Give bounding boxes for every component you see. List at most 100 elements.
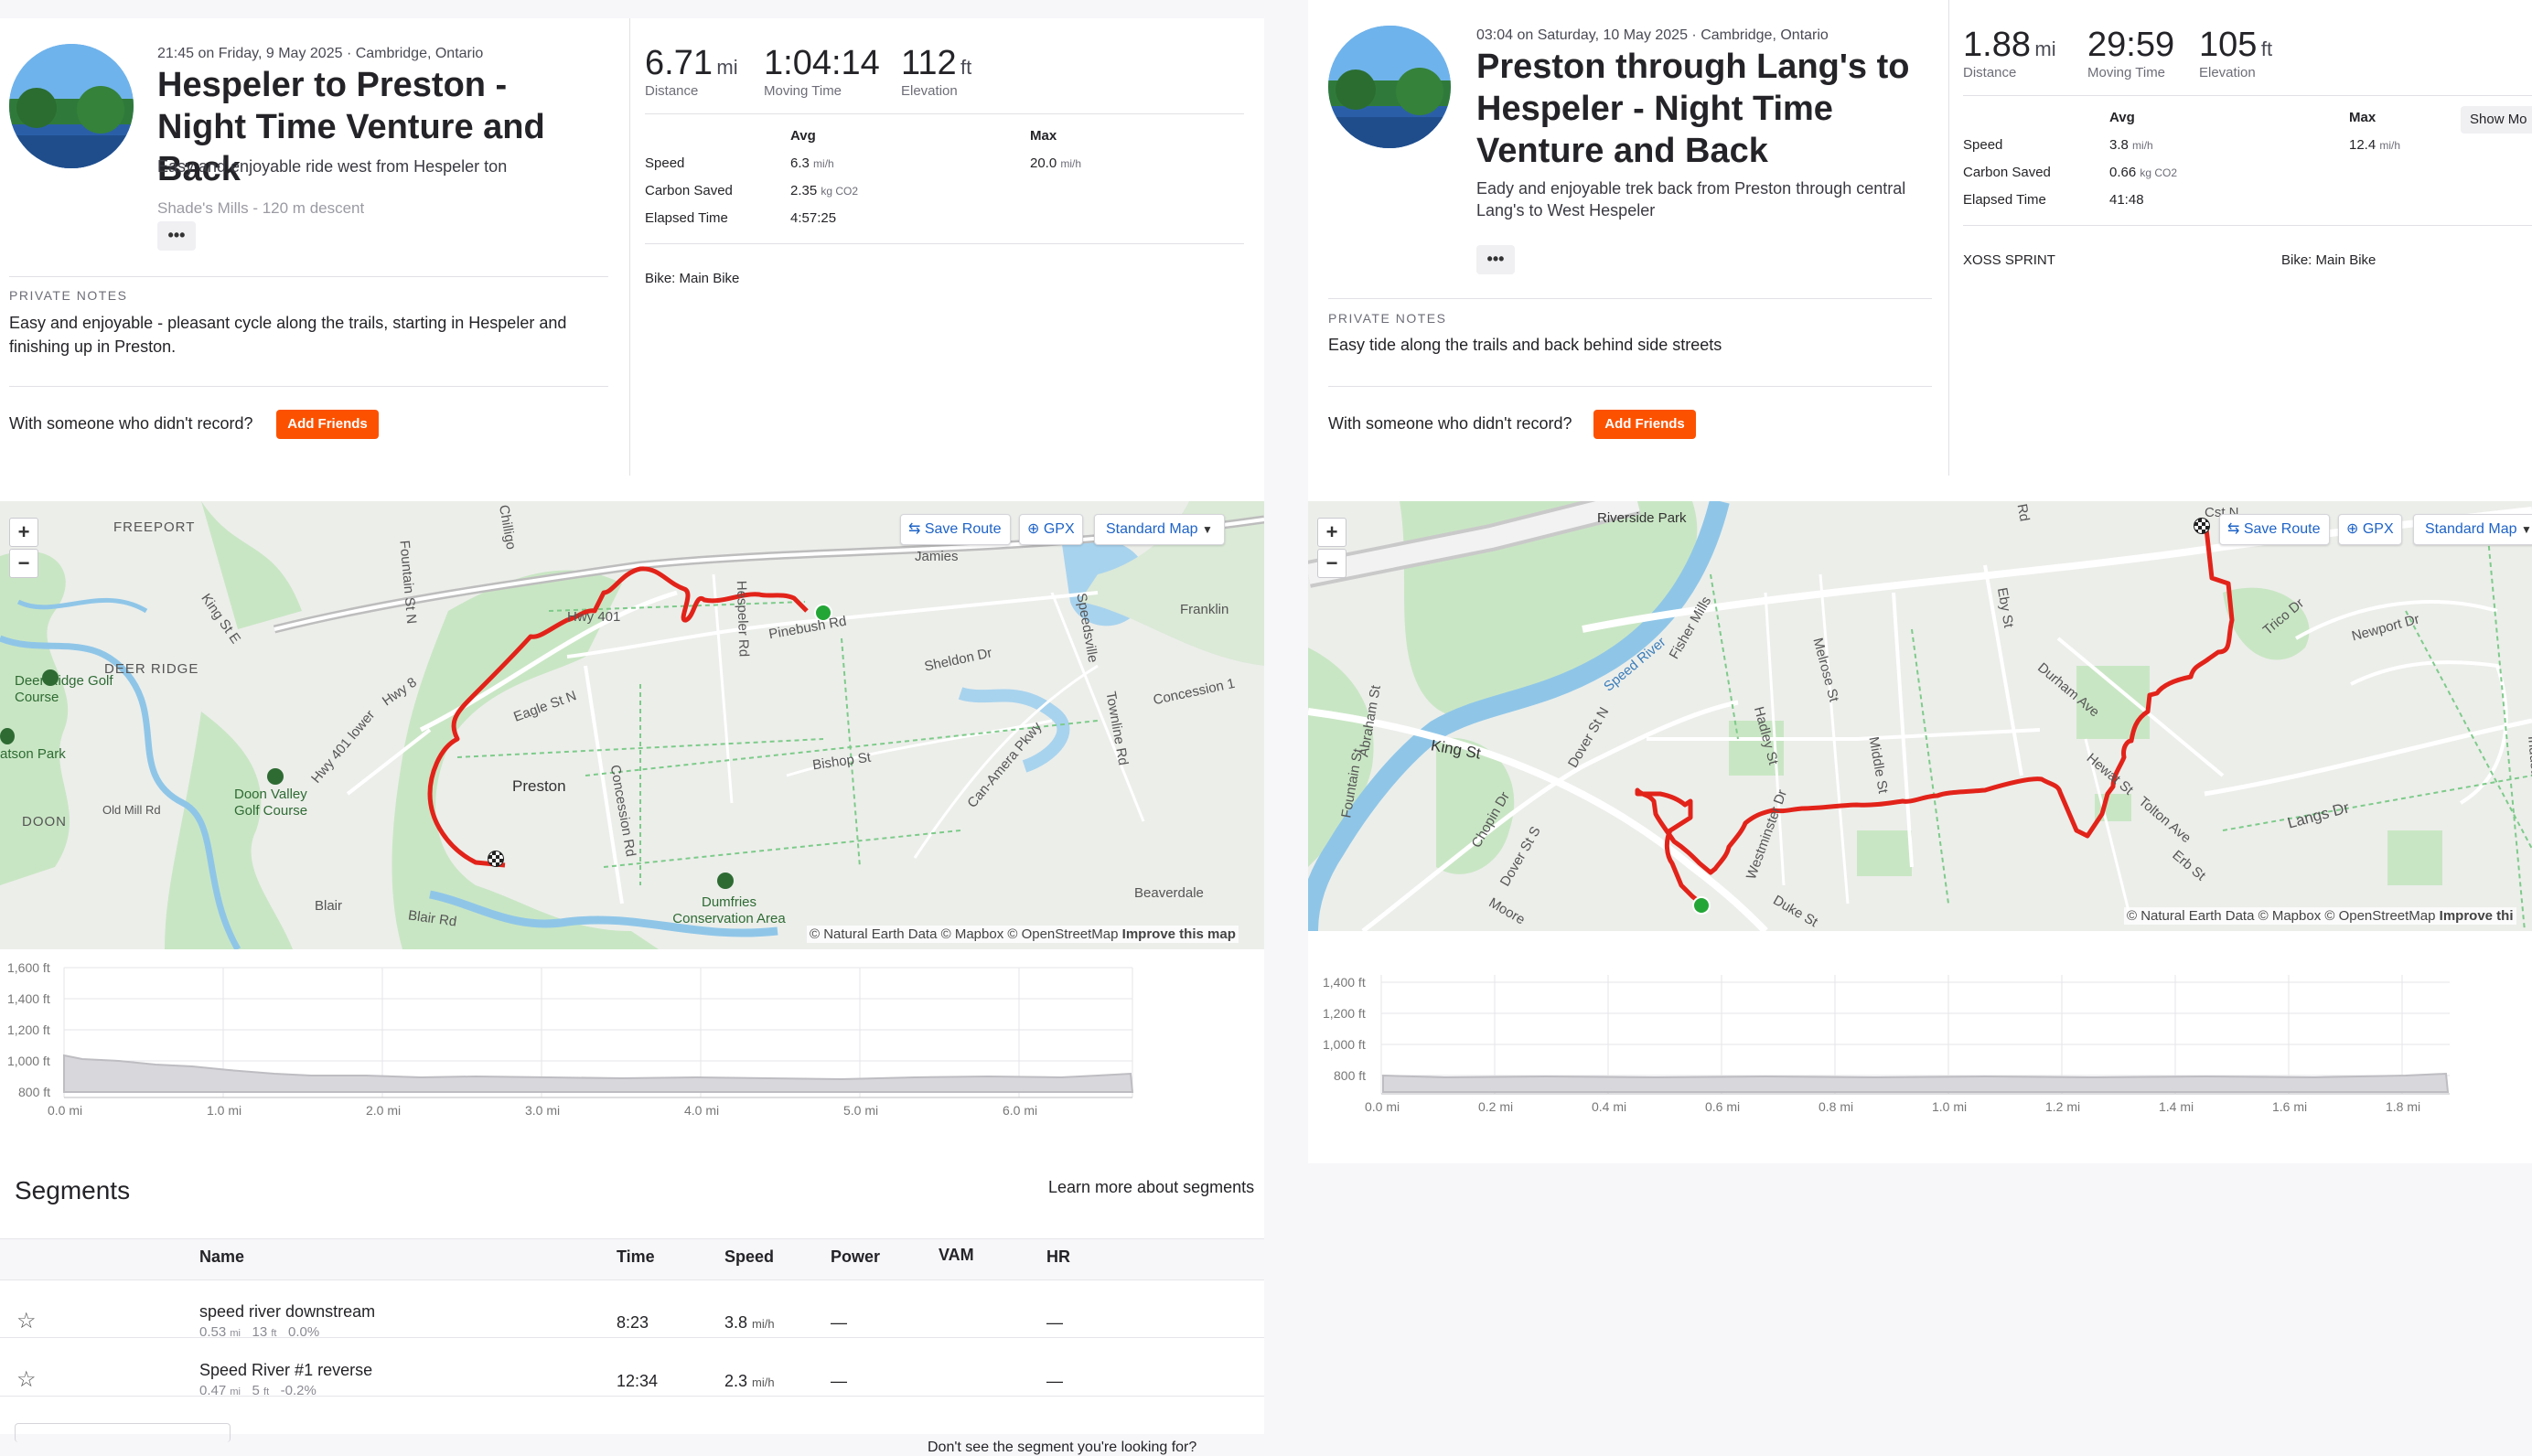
segment-search-box[interactable]: [15, 1423, 231, 1442]
right-private-notes-label: PRIVATE NOTES: [1328, 311, 1447, 326]
avg-header: Avg: [790, 128, 816, 144]
map-background: [0, 501, 1264, 949]
col-hr[interactable]: HR: [1046, 1247, 1070, 1266]
grade: 0.0%: [288, 1324, 320, 1340]
zoom-out-button[interactable]: −: [9, 549, 38, 578]
map-style-label: Standard Map: [2425, 521, 2517, 537]
left-activity-description: Easy and enjoyable ride west from Hespel…: [157, 157, 508, 176]
right-elevation-chart[interactable]: 1,400 ft 1,200 ft 1,000 ft 800 ft 0.0 mi…: [1308, 969, 2532, 1152]
right-add-friends-button[interactable]: Add Friends: [1593, 410, 1696, 439]
right-with-someone-text: With someone who didn't record?: [1328, 414, 1572, 433]
map-label: Doon Valley Golf Course: [234, 787, 308, 819]
value: 2.35: [790, 183, 818, 198]
gpx-label: GPX: [1043, 521, 1075, 537]
map-style-dropdown[interactable]: Standard Map ▼: [1094, 514, 1225, 545]
left-activity-meta: 21:45 on Friday, 9 May 2025 · Cambridge,…: [157, 46, 484, 61]
elevation-profile: [63, 967, 1134, 1098]
left-add-friends-button[interactable]: Add Friends: [276, 410, 379, 439]
unit: mi/h: [813, 157, 834, 170]
dist: 0.53: [199, 1324, 227, 1340]
map-label: Hwy 401: [567, 609, 621, 625]
zoom-in-button[interactable]: +: [1317, 518, 1346, 547]
right-route-map[interactable]: Riverside Park Speed River King St Abrah…: [1308, 501, 2532, 931]
left-stat-distance: 6.71 mi Distance: [645, 44, 738, 99]
segment-power: —: [831, 1313, 847, 1332]
finish-flag-icon: [488, 851, 504, 867]
improve-map-link[interactable]: Improve this map: [1121, 926, 1236, 942]
table-row[interactable]: [0, 1337, 1264, 1397]
col-speed[interactable]: Speed: [724, 1247, 775, 1266]
divider: [645, 243, 1244, 244]
save-route-button[interactable]: ⇆ Save Route: [900, 514, 1012, 545]
star-icon[interactable]: ☆: [16, 1367, 37, 1392]
finish-flag-icon: [2194, 518, 2210, 534]
gpx-button[interactable]: ⊕ GPX: [1019, 514, 1083, 545]
zoom-out-button[interactable]: −: [1317, 549, 1346, 578]
value: 12.4: [2349, 137, 2376, 153]
save-route-label: Save Route: [924, 521, 1002, 537]
table-row[interactable]: [0, 1279, 1264, 1338]
left-header-card: 21:45 on Friday, 9 May 2025 · Cambridge,…: [0, 18, 1264, 476]
x-tick: 0.4 mi: [1592, 1099, 1627, 1114]
right-header-card: 03:04 on Saturday, 10 May 2025 · Cambrid…: [1308, 0, 2532, 476]
y-tick: 800 ft: [1334, 1068, 1367, 1083]
park-pin-icon: [267, 768, 284, 785]
left-elevation-chart[interactable]: 1,600 ft 1,400 ft 1,200 ft 1,000 ft 800 …: [0, 960, 1264, 1143]
park-pin-icon: [42, 669, 59, 686]
segment-power: —: [831, 1372, 847, 1390]
value: 0.66: [2109, 165, 2137, 180]
col-time[interactable]: Time: [617, 1247, 655, 1266]
col-power[interactable]: Power: [831, 1247, 881, 1266]
chevron-down-icon: ▼: [1201, 523, 1213, 536]
x-tick: 0.8 mi: [1819, 1099, 1854, 1114]
show-more-button[interactable]: Show Mo: [2461, 106, 2532, 134]
right-more-button[interactable]: •••: [1476, 245, 1515, 274]
elapsed-avg: 4:57:25: [790, 210, 837, 226]
map-label: FREEPORT: [113, 519, 196, 535]
x-tick: 0.0 mi: [1365, 1099, 1400, 1114]
segment-name-link[interactable]: Speed River #1 reverse: [199, 1361, 373, 1379]
zoom-in-button[interactable]: +: [9, 518, 38, 547]
map-label: Blair: [315, 898, 343, 914]
improve-map-link[interactable]: Improve thi: [2439, 908, 2514, 924]
left-more-button[interactable]: •••: [157, 221, 196, 251]
left-athlete-avatar[interactable]: [9, 44, 134, 168]
divider: [1328, 298, 1932, 299]
stat-label: Moving Time: [2087, 65, 2166, 80]
learn-more-segments-link[interactable]: Learn more about segments: [1048, 1178, 1255, 1196]
value: 3.8: [2109, 137, 2129, 153]
max-header: Max: [2349, 110, 2376, 125]
unit: ft: [263, 1386, 270, 1397]
unit: ft: [271, 1328, 277, 1339]
value: 20.0: [1030, 155, 1057, 171]
save-route-button[interactable]: ⇆ Save Route: [2219, 514, 2331, 545]
col-name[interactable]: Name: [199, 1247, 245, 1266]
col-vam[interactable]: VAM: [939, 1246, 974, 1264]
x-tick: 1.0 mi: [1932, 1099, 1968, 1114]
x-tick: 0.6 mi: [1705, 1099, 1741, 1114]
value: 3.8: [724, 1313, 748, 1332]
map-label: Rd: [2013, 502, 2033, 523]
segment-speed: 3.8 mi/h: [724, 1313, 775, 1333]
right-athlete-avatar[interactable]: [1328, 26, 1451, 148]
gpx-button[interactable]: ⊕ GPX: [2338, 514, 2402, 545]
x-tick: 5.0 mi: [843, 1103, 879, 1118]
right-activity-panel: 03:04 on Saturday, 10 May 2025 · Cambrid…: [1308, 0, 2532, 1163]
stat-value: 6.71: [645, 44, 713, 82]
left-activity-title: Hespeler to Preston - Night Time Venture…: [157, 66, 545, 188]
save-route-icon: ⇆: [908, 521, 921, 537]
divider: [1328, 386, 1932, 387]
left-activity-panel: 21:45 on Friday, 9 May 2025 · Cambridge,…: [0, 18, 1264, 1455]
left-route-map[interactable]: FREEPORT DEER RIDGE Deer Ridge Golf Cour…: [0, 501, 1264, 949]
divider: [1948, 0, 1949, 476]
segment-time: 12:34: [617, 1372, 659, 1390]
map-label: Preston: [512, 777, 566, 795]
segment-name-link[interactable]: speed river downstream: [199, 1302, 376, 1321]
star-icon[interactable]: ☆: [16, 1309, 37, 1333]
max-header: Max: [1030, 128, 1057, 144]
map-style-dropdown[interactable]: Standard Map ▼: [2413, 514, 2532, 545]
stat-label: Elevation: [901, 83, 958, 99]
map-label: DEER RIDGE: [104, 661, 199, 677]
segment-hr: —: [1046, 1313, 1063, 1332]
stat-value: 1.88: [1963, 26, 2031, 64]
